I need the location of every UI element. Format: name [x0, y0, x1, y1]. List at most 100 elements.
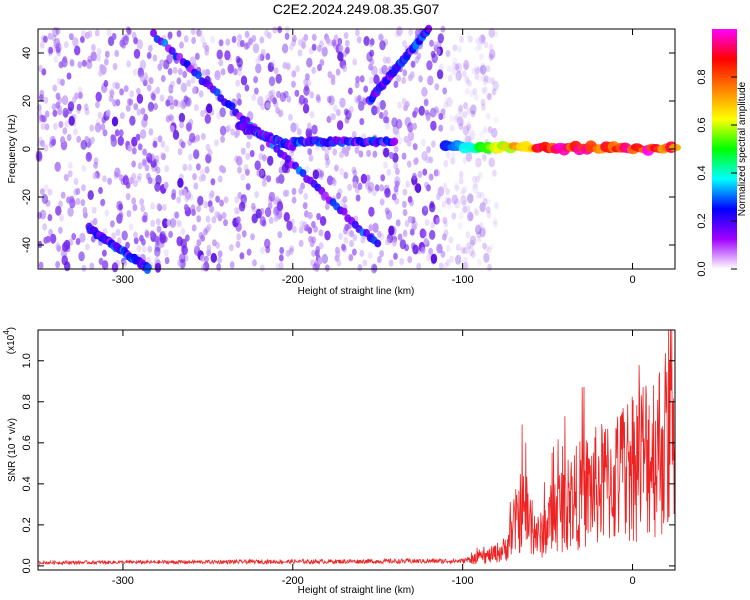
- noise-speckle: [345, 109, 352, 120]
- noise-speckle: [204, 48, 210, 56]
- noise-speckle: [335, 68, 341, 76]
- noise-speckle: [237, 69, 242, 77]
- noise-speckle: [430, 120, 437, 131]
- noise-speckle: [394, 176, 401, 187]
- noise-speckle: [431, 140, 436, 148]
- noise-speckle: [169, 115, 175, 123]
- noise-speckle: [147, 245, 153, 253]
- noise-speckle: [235, 240, 241, 249]
- noise-speckle: [212, 239, 217, 247]
- noise-speckle: [324, 153, 330, 161]
- noise-speckle: [103, 79, 109, 88]
- noise-speckle: [307, 148, 313, 156]
- noise-speckle: [384, 187, 391, 198]
- noise-speckle: [489, 243, 495, 251]
- spectral-feature: [161, 38, 169, 47]
- noise-speckle: [226, 124, 232, 132]
- noise-speckle: [43, 144, 49, 152]
- noise-speckle: [336, 192, 341, 200]
- noise-speckle: [193, 149, 200, 160]
- noise-speckle: [168, 230, 174, 239]
- spectral-feature: [299, 169, 307, 178]
- noise-speckle: [334, 164, 339, 172]
- noise-speckle: [73, 177, 79, 186]
- noise-speckle: [245, 183, 251, 191]
- noise-speckle: [426, 184, 431, 192]
- noise-speckle: [422, 230, 428, 238]
- noise-speckle: [185, 99, 191, 107]
- noise-speckle: [458, 212, 464, 220]
- noise-speckle: [114, 49, 120, 58]
- noise-speckle: [311, 43, 317, 51]
- noise-speckle: [136, 39, 143, 50]
- noise-speckle: [174, 211, 180, 219]
- noise-speckle: [478, 222, 484, 230]
- noise-speckle: [60, 191, 66, 199]
- x-tick-label: -300: [112, 575, 134, 587]
- noise-speckle: [410, 60, 416, 68]
- noise-speckle: [337, 37, 343, 46]
- noise-speckle: [357, 182, 363, 190]
- noise-speckle: [480, 87, 486, 95]
- noise-speckle: [442, 233, 447, 241]
- noise-speckle: [39, 94, 44, 102]
- noise-speckle: [189, 132, 196, 143]
- noise-speckle: [275, 262, 281, 271]
- noise-speckle: [467, 193, 474, 204]
- noise-speckle: [180, 227, 186, 236]
- noise-speckle: [492, 80, 499, 91]
- noise-speckle: [308, 212, 313, 220]
- noise-speckle: [368, 76, 374, 84]
- noise-speckle: [443, 160, 449, 168]
- noise-speckle: [479, 227, 486, 238]
- noise-speckle: [395, 118, 403, 129]
- noise-speckle: [419, 228, 426, 239]
- noise-speckle: [47, 32, 53, 40]
- noise-speckle: [336, 109, 341, 117]
- noise-speckle: [157, 63, 163, 71]
- noise-speckle: [428, 173, 434, 181]
- noise-speckle: [154, 246, 161, 257]
- noise-speckle: [68, 115, 75, 126]
- noise-speckle: [100, 198, 106, 206]
- noise-speckle: [309, 111, 315, 119]
- noise-speckle: [457, 107, 463, 115]
- noise-speckle: [436, 243, 443, 254]
- noise-speckle: [385, 238, 390, 246]
- noise-speckle: [55, 92, 61, 100]
- noise-speckle: [240, 75, 248, 86]
- noise-speckle: [453, 115, 459, 123]
- noise-speckle: [472, 183, 479, 194]
- noise-speckle: [464, 87, 470, 95]
- noise-speckle: [413, 157, 419, 165]
- noise-speckle: [445, 188, 450, 196]
- colorbar: 0.0 0.2 0.4 0.6 0.8 Normalized spectral ampl…: [696, 29, 748, 277]
- noise-speckle: [476, 191, 482, 199]
- noise-speckle: [446, 202, 452, 210]
- noise-speckle: [434, 108, 440, 116]
- noise-speckle: [257, 54, 263, 62]
- noise-speckle: [275, 176, 281, 184]
- noise-speckle: [139, 198, 145, 206]
- noise-speckle: [466, 123, 472, 131]
- noise-speckle: [331, 39, 337, 47]
- noise-speckle: [462, 156, 468, 164]
- snr-y-multiplier-base: (x10: [6, 334, 17, 354]
- noise-speckle: [43, 184, 49, 192]
- noise-speckle: [165, 115, 171, 123]
- noise-speckle: [358, 150, 364, 158]
- spectral-feature: [194, 71, 202, 79]
- noise-speckle: [178, 189, 184, 197]
- noise-speckle: [69, 58, 75, 66]
- noise-speckle: [342, 196, 348, 204]
- noise-speckle: [188, 153, 193, 161]
- noise-speckle: [401, 97, 407, 105]
- noise-speckle: [143, 113, 149, 121]
- noise-speckle: [294, 123, 299, 131]
- y-tick-label: 1.0: [21, 353, 33, 368]
- noise-speckle: [481, 103, 486, 111]
- noise-speckle: [55, 205, 62, 216]
- noise-speckle: [183, 35, 189, 43]
- noise-speckle: [386, 56, 391, 64]
- spectral-feature: [374, 239, 382, 248]
